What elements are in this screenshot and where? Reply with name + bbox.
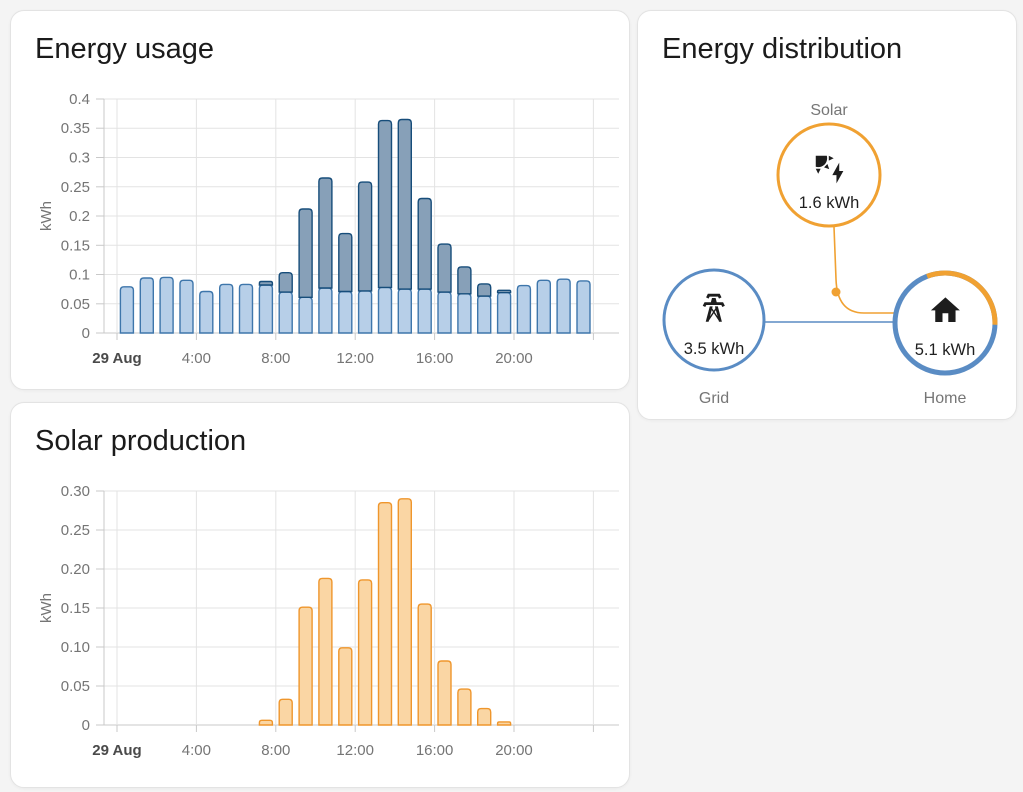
home-node-ring-solar: [892, 270, 998, 376]
svg-text:29 Aug: 29 Aug: [92, 742, 141, 759]
svg-text:0.4: 0.4: [69, 91, 90, 108]
svg-text:0.25: 0.25: [61, 522, 90, 539]
svg-text:0.20: 0.20: [61, 561, 90, 578]
svg-text:0: 0: [82, 717, 90, 734]
energy-distribution-card: Energy distribution Solar 1.6 kWh 3.5 kW…: [637, 10, 1017, 420]
svg-text:0.1: 0.1: [69, 267, 90, 284]
svg-text:0.25: 0.25: [61, 179, 90, 196]
home-node-label: Home: [924, 390, 967, 407]
svg-text:0.05: 0.05: [61, 296, 90, 313]
svg-text:20:00: 20:00: [495, 350, 533, 367]
svg-text:0: 0: [82, 325, 90, 342]
svg-text:0.15: 0.15: [61, 237, 90, 254]
home-node-value: 5.1 kWh: [915, 341, 976, 359]
solar-node-label: Solar: [810, 102, 848, 119]
svg-text:8:00: 8:00: [261, 350, 290, 367]
svg-text:29 Aug: 29 Aug: [92, 350, 141, 367]
bars-grid-consumption: [119, 276, 591, 334]
svg-text:kWh: kWh: [38, 593, 55, 623]
svg-text:12:00: 12:00: [336, 350, 374, 367]
svg-text:8:00: 8:00: [261, 742, 290, 759]
solar-production-title: Solar production: [35, 425, 247, 457]
solar-flow-dot: [831, 287, 841, 297]
svg-text:kWh: kWh: [38, 201, 55, 231]
svg-text:12:00: 12:00: [336, 742, 374, 759]
svg-text:16:00: 16:00: [416, 350, 454, 367]
svg-text:16:00: 16:00: [416, 742, 454, 759]
solar-node-value: 1.6 kWh: [799, 194, 860, 212]
home-icon: [930, 297, 960, 322]
svg-text:4:00: 4:00: [182, 350, 211, 367]
energy-distribution-diagram: Solar 1.6 kWh 3.5 kWh Grid 5.1 kWh Home: [638, 81, 1017, 421]
solar-power-icon: [815, 155, 844, 184]
solar-production-chart: 0 0.05 0.10 0.15 0.20 0.25 0.30 29 Aug 4:00 8:00 1…: [11, 473, 630, 778]
svg-text:0.2: 0.2: [69, 208, 90, 225]
solar-production-card: Solar production 0 0.05 0.10 0.15 0.20 0.25 0.…: [10, 402, 630, 788]
grid-node-label: Grid: [699, 390, 729, 407]
grid-node-value: 3.5 kWh: [684, 340, 745, 358]
svg-text:0.10: 0.10: [61, 639, 90, 656]
svg-text:4:00: 4:00: [182, 742, 211, 759]
bars-solar-production: [258, 498, 512, 726]
svg-text:0.35: 0.35: [61, 120, 90, 137]
energy-usage-title: Energy usage: [35, 33, 214, 65]
solar-node-circle: [776, 122, 882, 228]
solar-to-home-line: [833, 226, 894, 314]
bars-solar-consumption: [258, 118, 512, 298]
energy-usage-chart: 0 0.05 0.1 0.15 0.2 0.25 0.3 0.35 0.4 29 Aug 4:00 8…: [11, 81, 630, 386]
svg-text:0.05: 0.05: [61, 678, 90, 695]
grid-node-circle: [662, 268, 766, 372]
svg-text:0.3: 0.3: [69, 150, 90, 167]
energy-distribution-title: Energy distribution: [662, 33, 903, 65]
transmission-tower-icon: [702, 293, 725, 322]
svg-text:20:00: 20:00: [495, 742, 533, 759]
svg-text:0.30: 0.30: [61, 483, 90, 500]
energy-usage-card: Energy usage 0 0.05 0.1 0.15 0.2 0.25 0.3 0.35 0…: [10, 10, 630, 390]
svg-text:0.15: 0.15: [61, 600, 90, 617]
